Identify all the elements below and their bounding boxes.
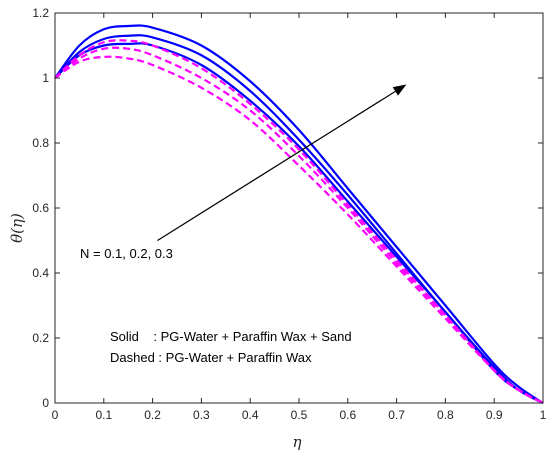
x-tick-label: 0.9 bbox=[486, 408, 503, 422]
x-tick-label: 0 bbox=[52, 408, 59, 422]
x-tick-label: 0.2 bbox=[144, 408, 161, 422]
x-tick-label: 0.5 bbox=[291, 408, 308, 422]
arrow-line bbox=[157, 90, 396, 242]
y-tick-label: 1.2 bbox=[32, 6, 49, 20]
x-tick-label: 0.1 bbox=[95, 408, 112, 422]
legend-dashed-text: Dashed : PG-Water + Paraffin Wax bbox=[110, 350, 312, 365]
x-tick-label: 0.6 bbox=[339, 408, 356, 422]
series-line-solid-3 bbox=[54, 24, 544, 404]
y-tick-label: 0.2 bbox=[32, 331, 49, 345]
y-tick-label: 0 bbox=[42, 396, 49, 410]
ticks-layer: 0 0.1 0.2 0.3 0.4 0.5 0.6 0.7 0.8 0.9 1 0 0.2 0.4 0.6 0… bbox=[32, 6, 546, 422]
series-line-solid-2 bbox=[54, 34, 544, 404]
x-tick-label: 0.7 bbox=[388, 408, 405, 422]
x-tick-label: 0.8 bbox=[437, 408, 454, 422]
y-tick-label: 0.6 bbox=[32, 201, 49, 215]
x-tick-label: 0.4 bbox=[242, 408, 259, 422]
series-line-dashed-6 bbox=[54, 39, 544, 404]
legend-solid-text: Solid : PG-Water + Paraffin Wax + Sand bbox=[110, 329, 352, 344]
y-tick-label: 0.8 bbox=[32, 136, 49, 150]
x-tick-label: 1 bbox=[540, 408, 547, 422]
x-tick-label: 0.3 bbox=[193, 408, 210, 422]
y-tick-label: 1 bbox=[42, 71, 49, 85]
curves-layer bbox=[54, 24, 544, 404]
annotation-layer: N = 0.1, 0.2, 0.3 bbox=[80, 84, 407, 261]
n-values-label: N = 0.1, 0.2, 0.3 bbox=[80, 246, 173, 261]
x-axis-title: η bbox=[293, 433, 302, 451]
y-tick-label: 0.4 bbox=[32, 266, 49, 280]
y-axis-title: θ(η) bbox=[8, 213, 26, 243]
arrow-head bbox=[392, 84, 407, 96]
